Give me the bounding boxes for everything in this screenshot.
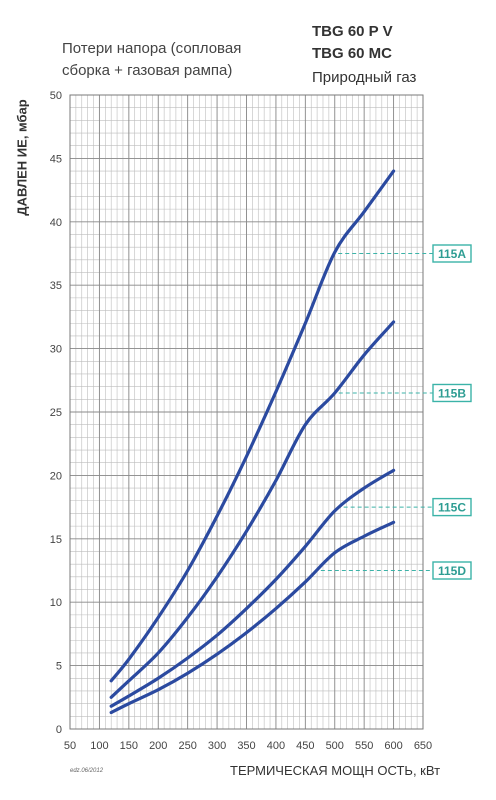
model-name-line1: TBG 60 P V	[312, 23, 393, 40]
y-tick-label: 35	[50, 280, 62, 292]
chart-subtitle-line1: Потери напора (сопловая	[62, 40, 242, 57]
plot-frame	[69, 94, 424, 730]
x-tick-label: 350	[237, 740, 255, 752]
y-tick-label: 20	[50, 470, 62, 482]
label-box-115b	[432, 383, 472, 403]
series-line-115c	[109, 468, 396, 708]
x-tick-label: 300	[208, 740, 226, 752]
series-labels: 115A 115B 115C 115D	[320, 244, 472, 580]
series-label-115c: 115C	[438, 501, 466, 515]
x-tick-label: 450	[296, 740, 314, 752]
x-tick-label: 250	[178, 740, 196, 752]
curves	[109, 169, 396, 715]
series-label-115d: 115D	[438, 564, 466, 578]
major-grid	[69, 94, 424, 730]
gas-type: Природный газ	[312, 69, 417, 86]
label-box-115a	[432, 244, 472, 263]
x-tick-label: 100	[90, 740, 108, 752]
label-box-115d	[432, 561, 472, 580]
series-label-115b: 115B	[438, 386, 466, 400]
x-tick-label: 650	[414, 740, 432, 752]
y-tick-label: 25	[50, 407, 62, 419]
series-line-115b	[109, 320, 396, 699]
x-tick-label: 500	[326, 740, 344, 752]
series-line-115d	[109, 520, 396, 715]
series-label-115a: 115A	[438, 247, 466, 261]
y-tick-label: 10	[50, 597, 62, 609]
y-tick-label: 15	[50, 534, 62, 546]
y-tick-label: 30	[50, 344, 62, 356]
x-tick-label: 50	[64, 740, 76, 752]
x-tick-label: 600	[384, 740, 402, 752]
y-tick-label: 5	[56, 661, 62, 673]
chart-subtitle-line2: сборка + газовая рампа)	[62, 62, 233, 79]
x-tick-label: 400	[267, 740, 285, 752]
model-name-line2: TBG 60 MC	[312, 45, 393, 62]
y-tick-label: 0	[56, 724, 62, 736]
y-tick-label: 40	[50, 217, 62, 229]
x-axis-label: ТЕРМИЧЕСКАЯ МОЩН ОСТЬ, кВт	[230, 763, 441, 778]
x-tick-label: 150	[120, 740, 138, 752]
axis-ticks: 50 100 150 200 250 300 350 400 450 500 550 600 65005…	[50, 90, 432, 752]
y-axis-label: ДАВЛЕН ИЕ, мбар	[14, 99, 30, 216]
y-tick-label: 50	[50, 90, 62, 102]
y-tick-label: 45	[50, 153, 62, 165]
label-box-115c	[432, 497, 472, 517]
document-code: edz.06/2012	[70, 768, 104, 774]
x-tick-label: 200	[149, 740, 167, 752]
series-line-115a	[109, 169, 396, 683]
x-tick-label: 550	[355, 740, 373, 752]
